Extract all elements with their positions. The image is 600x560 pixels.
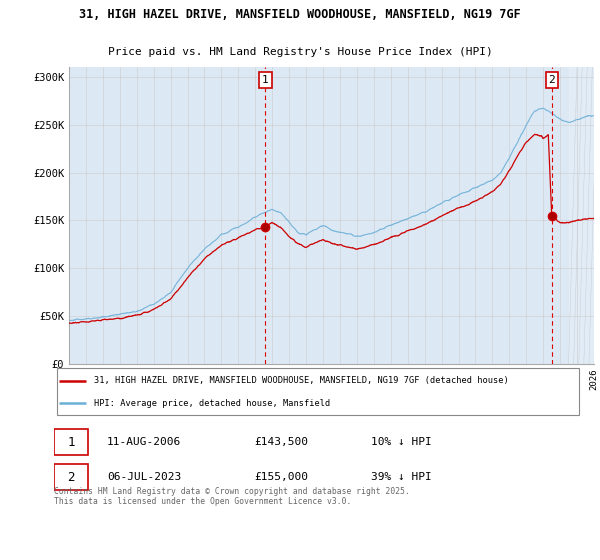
Text: 1: 1	[67, 436, 74, 449]
Text: 31, HIGH HAZEL DRIVE, MANSFIELD WOODHOUSE, MANSFIELD, NG19 7GF (detached house): 31, HIGH HAZEL DRIVE, MANSFIELD WOODHOUS…	[94, 376, 508, 385]
Text: 10% ↓ HPI: 10% ↓ HPI	[371, 437, 431, 447]
Text: 2: 2	[548, 75, 555, 85]
FancyBboxPatch shape	[56, 368, 580, 414]
Text: Contains HM Land Registry data © Crown copyright and database right 2025.
This d: Contains HM Land Registry data © Crown c…	[54, 487, 410, 506]
Text: 31, HIGH HAZEL DRIVE, MANSFIELD WOODHOUSE, MANSFIELD, NG19 7GF: 31, HIGH HAZEL DRIVE, MANSFIELD WOODHOUS…	[79, 8, 521, 21]
Text: Price paid vs. HM Land Registry's House Price Index (HPI): Price paid vs. HM Land Registry's House …	[107, 48, 493, 58]
Text: 11-AUG-2006: 11-AUG-2006	[107, 437, 181, 447]
FancyBboxPatch shape	[54, 429, 88, 455]
Text: £155,000: £155,000	[254, 472, 308, 482]
Text: 2: 2	[67, 471, 74, 484]
Bar	[569, 67, 594, 364]
Text: 1: 1	[262, 75, 269, 85]
FancyBboxPatch shape	[54, 464, 88, 490]
Text: £143,500: £143,500	[254, 437, 308, 447]
Text: 39% ↓ HPI: 39% ↓ HPI	[371, 472, 431, 482]
Text: 06-JUL-2023: 06-JUL-2023	[107, 472, 181, 482]
Text: HPI: Average price, detached house, Mansfield: HPI: Average price, detached house, Mans…	[94, 399, 330, 408]
